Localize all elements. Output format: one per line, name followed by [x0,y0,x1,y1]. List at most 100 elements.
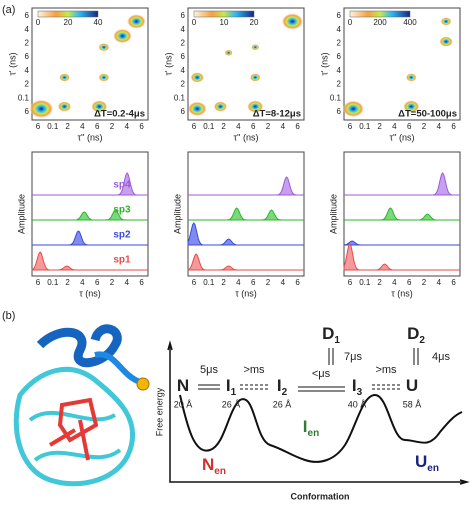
x-axis-label: Conformation [291,491,350,501]
colorbar-tick-label: 400 [403,18,417,27]
heatmap-peak [250,73,261,82]
x-tick-label: 2 [422,278,427,287]
x-tick-label: 6 [251,278,256,287]
y-tick-label: 0.1 [174,93,186,102]
y-tick-label: 0.1 [18,93,30,102]
heatmap-peak [342,100,364,117]
state-sub: 1 [231,387,237,398]
x-tick-label: 4 [437,122,442,131]
spectra-frame [31,151,149,277]
y-tick-label: 0.1 [330,93,342,102]
heatmap-peak [57,101,71,112]
x-tick-label: 0.1 [47,122,59,131]
y-tick-label: 4 [337,25,342,34]
panel-label: (a) [2,4,15,16]
ensemble-label: Nen [202,455,226,477]
x-tick-label: 4 [80,122,85,131]
dark-state: D2 [407,324,425,346]
y-tick-label: 2 [181,80,186,89]
ensemble-label-sub: en [427,463,439,474]
y-tick-label: 6 [337,11,342,20]
heatmap-peak [127,14,146,29]
y-tick-label: 2 [337,80,342,89]
y-axis-label: Amplitude [172,194,182,234]
y-axis-label: Amplitude [328,194,338,234]
y-tick-label: 6 [25,107,30,116]
colorbar-tick-label: 10 [220,18,229,27]
colorbar-tick-label: 0 [36,18,41,27]
x-tick-label: 6 [295,122,300,131]
heatmap-peak [91,100,108,113]
x-axis-label: τ (ns) [391,288,413,298]
state: I3 [352,376,363,398]
energy-diagram [167,340,470,485]
dark-state: D1 [322,324,340,346]
heatmap-peak [282,13,303,30]
dark-state-sub: 2 [419,335,425,346]
x-axis-label: τ (ns) [79,288,101,298]
heatmap-peak [190,72,204,83]
heatmap-peak [247,100,264,113]
annotation: ΔT=8-12μs [253,109,301,120]
dark-state-main: D [322,324,334,343]
x-tick-label: 6 [295,278,300,287]
colorbar-tick-label: 40 [94,18,103,27]
x-tick-label: 6 [36,122,41,131]
x-tick-label: 0.1 [47,278,59,287]
x-tick-label: 6 [36,278,41,287]
x-tick-label: 6 [95,278,100,287]
y-axis-label: τ' (ns) [7,52,17,75]
heatmap-peak [213,101,227,112]
x-tick-label: 6 [192,278,197,287]
annotation: ΔT=50-100μs [398,109,457,120]
heatmap-peak [251,44,260,51]
ensemble-label-main: U [415,452,427,471]
rate-label: <μs [312,368,331,380]
heatmap-peak [98,43,110,52]
y-tick-label: 6 [337,52,342,61]
y-axis-label: τ' (ns) [319,52,329,75]
heatmap-peak [403,100,420,113]
x-tick-label: 2 [266,122,271,131]
x-tick-label: 0.1 [203,122,215,131]
colorbar [37,10,99,18]
x-tick-label: 6 [95,122,100,131]
x-tick-label: 4 [281,278,286,287]
colorbar-tick-label: 0 [192,18,197,27]
state-main: I [226,376,231,395]
heatmap-peak [113,29,132,43]
panel-label: (b) [2,310,15,322]
y-tick-label: 6 [337,107,342,116]
x-tick-label: 6 [251,122,256,131]
state-distance: 40 Å [348,399,367,409]
x-axis-label: τ'' (ns) [78,132,103,142]
heatmap-peak [406,73,417,82]
x-tick-label: 6 [407,122,412,131]
rate-label: 4μs [432,351,450,363]
y-tick-label: 6 [25,11,30,20]
state-distance: 26 Å [273,399,292,409]
x-tick-label: 2 [221,122,226,131]
y-tick-label: 6 [25,52,30,61]
state: I2 [277,376,288,398]
colorbar-tick-label: 200 [373,18,387,27]
x-tick-label: 6 [139,278,144,287]
y-axis-label: τ' (ns) [163,52,173,75]
annotation: ΔT=0.2-4μs [94,109,145,120]
x-tick-label: 0.1 [359,278,371,287]
dark-state-main: D [407,324,419,343]
y-tick-label: 2 [181,39,186,48]
y-tick-label: 4 [25,25,30,34]
x-tick-label: 0.1 [359,122,371,131]
x-tick-label: 0.1 [203,278,215,287]
x-tick-label: 6 [407,278,412,287]
heatmap-peak [224,49,233,56]
x-tick-label: 2 [221,278,226,287]
species-label: sp1 [113,255,131,266]
dark-state-sub: 1 [334,335,340,346]
x-tick-label: 2 [266,278,271,287]
state-main: N [177,376,189,395]
y-tick-label: 4 [25,66,30,75]
x-tick-label: 2 [110,122,115,131]
state-sub: 3 [357,387,363,398]
